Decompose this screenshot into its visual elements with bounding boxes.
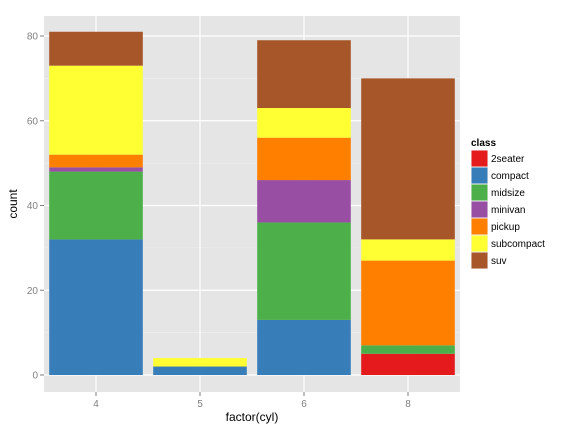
legend-label-midsize: midsize	[491, 188, 525, 199]
legend-key-pickup	[471, 218, 488, 235]
legend-key-2seater	[471, 150, 488, 167]
legend-key-compact	[471, 167, 488, 184]
bar-segment-subcompact-cyl-4	[49, 65, 143, 155]
y-tick-label: 60	[27, 116, 39, 127]
bar-segment-suv-cyl-6	[257, 40, 351, 109]
bar-segment-compact-cyl-5	[153, 366, 247, 375]
bar-segment-subcompact-cyl-6	[257, 108, 351, 138]
y-axis-title: count	[6, 189, 20, 219]
bar-segment-compact-cyl-4	[49, 239, 143, 375]
bar-segment-compact-cyl-6	[257, 319, 351, 375]
bar-segment-pickup-cyl-6	[257, 137, 351, 181]
bars-layer	[49, 31, 455, 375]
x-tick-label: 8	[405, 399, 411, 410]
legend-label-subcompact: subcompact	[491, 239, 545, 250]
bar-segment-midsize-cyl-8	[361, 345, 455, 354]
y-tick-label: 80	[27, 32, 39, 43]
bar-segment-midsize-cyl-4	[49, 171, 143, 240]
legend-label-suv: suv	[491, 256, 507, 267]
legend-key-midsize	[471, 184, 488, 201]
legend-label-minivan: minivan	[491, 205, 525, 216]
y-tick-label: 0	[32, 371, 38, 382]
y-axis-ticks: 0 20 40 60 80	[27, 32, 44, 382]
x-axis-title: factor(cyl)	[226, 410, 279, 424]
y-tick-label: 40	[27, 201, 39, 212]
bar-segment-minivan-cyl-4	[49, 167, 143, 172]
x-tick-label: 4	[93, 399, 99, 410]
legend: class 2seater compact midsize minivan pickup…	[471, 138, 545, 269]
x-tick-label: 5	[197, 399, 203, 410]
bar-segment-subcompact-cyl-8	[361, 239, 455, 261]
bar-segment-subcompact-cyl-5	[153, 358, 247, 367]
x-axis-ticks: 4 5 6 8	[93, 392, 411, 410]
legend-label-pickup: pickup	[491, 222, 520, 233]
legend-title: class	[471, 138, 496, 149]
bar-segment-midsize-cyl-6	[257, 222, 351, 320]
legend-key-subcompact	[471, 235, 488, 252]
bar-segment-pickup-cyl-8	[361, 260, 455, 346]
bar-segment-2seater-cyl-8	[361, 353, 455, 375]
bar-segment-pickup-cyl-4	[49, 154, 143, 168]
bar-segment-suv-cyl-4	[49, 31, 143, 66]
x-tick-label: 6	[301, 399, 307, 410]
y-tick-label: 20	[27, 286, 39, 297]
legend-label-2seater: 2seater	[491, 154, 525, 165]
bar-segment-minivan-cyl-6	[257, 180, 351, 223]
legend-key-minivan	[471, 201, 488, 218]
legend-key-suv	[471, 252, 488, 269]
bar-segment-suv-cyl-8	[361, 78, 455, 240]
legend-label-compact: compact	[491, 171, 529, 182]
